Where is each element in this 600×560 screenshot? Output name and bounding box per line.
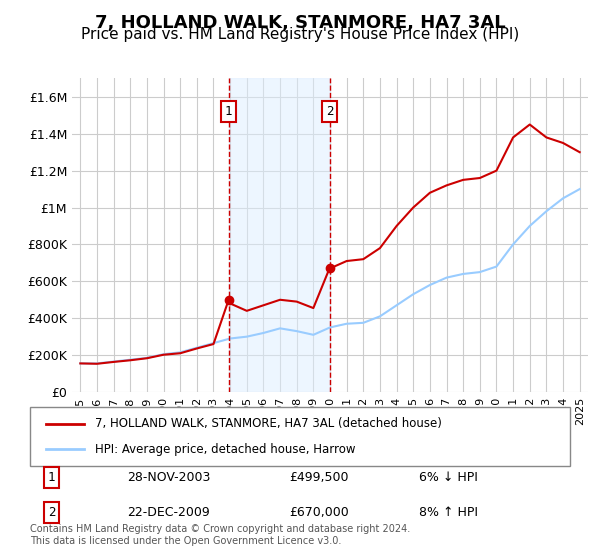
Text: £670,000: £670,000	[289, 506, 349, 519]
Text: Price paid vs. HM Land Registry's House Price Index (HPI): Price paid vs. HM Land Registry's House …	[81, 27, 519, 42]
Text: 8% ↑ HPI: 8% ↑ HPI	[419, 506, 478, 519]
Text: 28-NOV-2003: 28-NOV-2003	[127, 471, 211, 484]
Text: HPI: Average price, detached house, Harrow: HPI: Average price, detached house, Harr…	[95, 443, 355, 456]
Bar	[229, 78, 329, 392]
Text: 1: 1	[48, 471, 55, 484]
Text: 7, HOLLAND WALK, STANMORE, HA7 3AL: 7, HOLLAND WALK, STANMORE, HA7 3AL	[95, 14, 505, 32]
Text: 7, HOLLAND WALK, STANMORE, HA7 3AL (detached house): 7, HOLLAND WALK, STANMORE, HA7 3AL (deta…	[95, 417, 442, 430]
Text: 6% ↓ HPI: 6% ↓ HPI	[419, 471, 478, 484]
Text: 2: 2	[326, 105, 333, 118]
Text: 22-DEC-2009: 22-DEC-2009	[127, 506, 210, 519]
FancyBboxPatch shape	[30, 407, 570, 466]
Text: £499,500: £499,500	[289, 471, 349, 484]
Text: 2: 2	[48, 506, 55, 519]
Text: 1: 1	[225, 105, 232, 118]
Text: Contains HM Land Registry data © Crown copyright and database right 2024.
This d: Contains HM Land Registry data © Crown c…	[30, 524, 410, 546]
